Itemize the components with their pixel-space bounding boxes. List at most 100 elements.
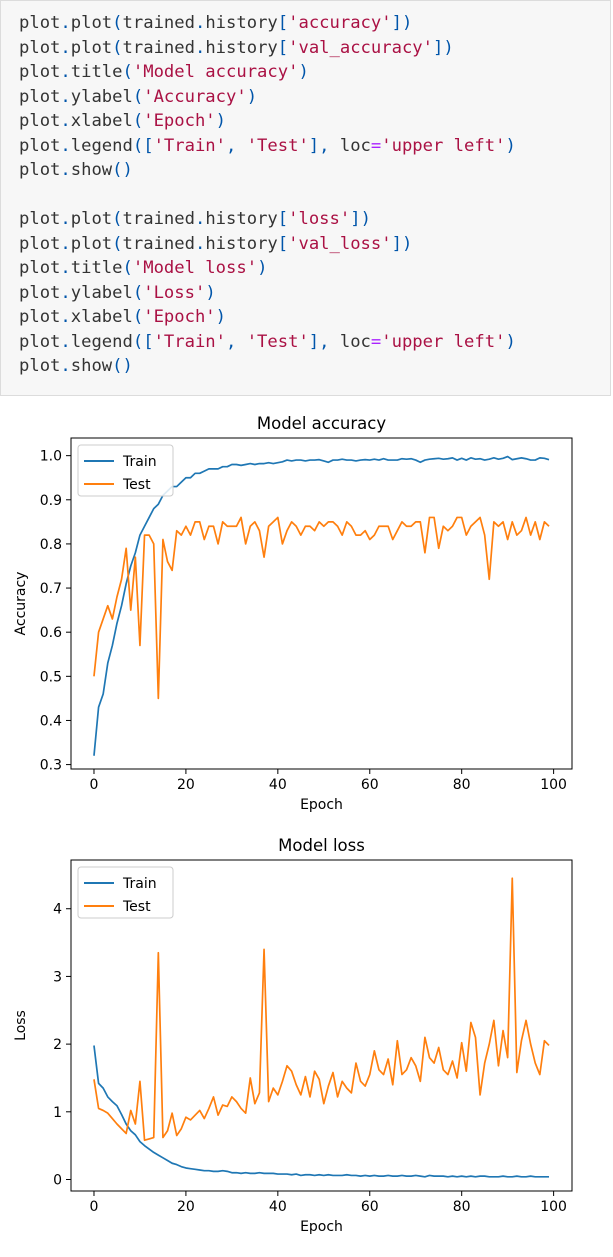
code-token: ]) bbox=[350, 209, 371, 229]
code-token: . bbox=[60, 37, 71, 58]
code-token: . bbox=[60, 209, 71, 229]
code-token: 'Model accuracy' bbox=[132, 62, 299, 82]
code-token: ([ bbox=[132, 331, 154, 352]
code-token: plot bbox=[19, 209, 61, 229]
code-token: 'val_loss' bbox=[288, 233, 392, 254]
legend: Train Test bbox=[77, 444, 174, 497]
code-token: ) bbox=[246, 86, 258, 107]
code-token: ], bbox=[308, 135, 340, 156]
code-line bbox=[19, 183, 516, 208]
code-token: plot bbox=[70, 209, 113, 229]
code-token: 'accuracy' bbox=[288, 13, 392, 33]
code-token: . bbox=[194, 209, 206, 229]
code-line: plot.title('Model accuracy') bbox=[19, 60, 516, 85]
code-token: . bbox=[60, 160, 71, 180]
code-token: trained bbox=[122, 233, 195, 254]
code-token: ) bbox=[205, 282, 216, 303]
code-token: . bbox=[60, 258, 71, 278]
code-cell[interactable]: plot.plot(trained.history['accuracy']) pl… bbox=[0, 0, 611, 396]
code-token: plot bbox=[19, 160, 61, 180]
x-tick-label: 40 bbox=[269, 777, 287, 793]
code-token: = bbox=[370, 331, 382, 352]
code-token: plot bbox=[19, 13, 61, 33]
code-token: plot bbox=[19, 135, 61, 156]
code-token: ) bbox=[505, 331, 516, 352]
code-token: 'Train' bbox=[153, 135, 226, 156]
code-token: plot bbox=[19, 282, 61, 303]
code-token: . bbox=[60, 62, 71, 82]
code-token: show bbox=[70, 160, 113, 180]
code-token: 'Loss' bbox=[143, 282, 206, 303]
code-token: legend bbox=[70, 331, 133, 352]
code-token: ( bbox=[132, 307, 144, 327]
y-tick-label: 0.5 bbox=[40, 669, 62, 685]
code-token: loc bbox=[339, 135, 371, 156]
legend-label: Test bbox=[122, 899, 151, 915]
code-token: 'Epoch' bbox=[143, 111, 216, 131]
code-token: xlabel bbox=[70, 307, 133, 327]
code-token: . bbox=[194, 233, 206, 254]
code-token: ( bbox=[132, 282, 144, 303]
code-token: ( bbox=[132, 111, 144, 131]
code-token: ylabel bbox=[70, 86, 133, 107]
code-token: 'Epoch' bbox=[143, 307, 216, 327]
x-tick-label: 80 bbox=[453, 1199, 471, 1215]
x-tick-label: 20 bbox=[177, 1199, 195, 1215]
code-line: plot.plot(trained.history['val_accuracy'… bbox=[19, 36, 516, 61]
code-token: legend bbox=[70, 135, 133, 156]
legend: Train Test bbox=[77, 866, 174, 919]
code-token: ]) bbox=[391, 233, 413, 254]
code-line: plot.xlabel('Epoch') bbox=[19, 305, 516, 330]
code-token: history bbox=[205, 13, 278, 33]
code-token: 'Test' bbox=[246, 135, 309, 156]
y-tick-label: 3 bbox=[53, 969, 62, 985]
legend-label: Test bbox=[122, 477, 151, 493]
code-line: plot.show() bbox=[19, 158, 516, 183]
y-tick-label: 0.6 bbox=[40, 625, 62, 641]
code-token: ( bbox=[122, 62, 133, 82]
code-token: [ bbox=[277, 233, 289, 254]
code-token: . bbox=[60, 135, 71, 156]
code-token: 'Model loss' bbox=[132, 258, 258, 278]
code-token: . bbox=[60, 331, 71, 352]
plot-frame bbox=[70, 437, 573, 770]
code-token: . bbox=[194, 13, 206, 33]
code-token: ) bbox=[257, 258, 268, 278]
code-token: ([ bbox=[132, 135, 154, 156]
code-token: plot bbox=[70, 233, 113, 254]
code-token: plot bbox=[19, 307, 61, 327]
x-axis-label: Epoch bbox=[300, 797, 343, 813]
code-token: ) bbox=[215, 307, 227, 327]
y-tick-label: 1.0 bbox=[40, 449, 62, 465]
code-token: ( bbox=[112, 37, 123, 58]
chart-title: Model accuracy bbox=[257, 414, 386, 433]
code-token: , bbox=[226, 331, 247, 352]
code-line: plot.plot(trained.history['val_loss']) bbox=[19, 232, 516, 257]
code-line: plot.ylabel('Accuracy') bbox=[19, 85, 516, 110]
code-token: ]) bbox=[433, 37, 454, 58]
code-token: 'Accuracy' bbox=[143, 86, 247, 107]
code-token: ) bbox=[298, 62, 309, 82]
code-token: loc bbox=[339, 331, 371, 352]
x-axis-label: Epoch bbox=[300, 1219, 343, 1235]
code-token: . bbox=[60, 86, 71, 107]
x-tick-label: 100 bbox=[540, 1199, 567, 1215]
accuracy-chart: Model accuracy 0 20 40 60 80 100 0.3 0.4 0.5 0.6 0.… bbox=[0, 408, 613, 828]
code-editor[interactable]: plot.plot(trained.history['accuracy']) pl… bbox=[19, 11, 516, 379]
x-tick-label: 0 bbox=[90, 1199, 99, 1215]
x-tick-label: 60 bbox=[361, 1199, 379, 1215]
code-token: ylabel bbox=[70, 282, 133, 303]
x-tick-label: 60 bbox=[361, 777, 379, 793]
chart-title: Model loss bbox=[278, 836, 365, 855]
code-token: plot bbox=[70, 13, 113, 33]
code-token: plot bbox=[19, 331, 61, 352]
code-token: ], bbox=[308, 331, 340, 352]
y-axis-label: Loss bbox=[13, 1010, 29, 1041]
legend-label: Train bbox=[122, 876, 157, 892]
code-token: plot bbox=[19, 233, 61, 254]
code-token: plot bbox=[19, 111, 61, 131]
series-line-test bbox=[93, 877, 550, 1142]
code-token: ( bbox=[132, 86, 144, 107]
code-token: title bbox=[70, 258, 123, 278]
code-token: ( bbox=[112, 13, 123, 33]
